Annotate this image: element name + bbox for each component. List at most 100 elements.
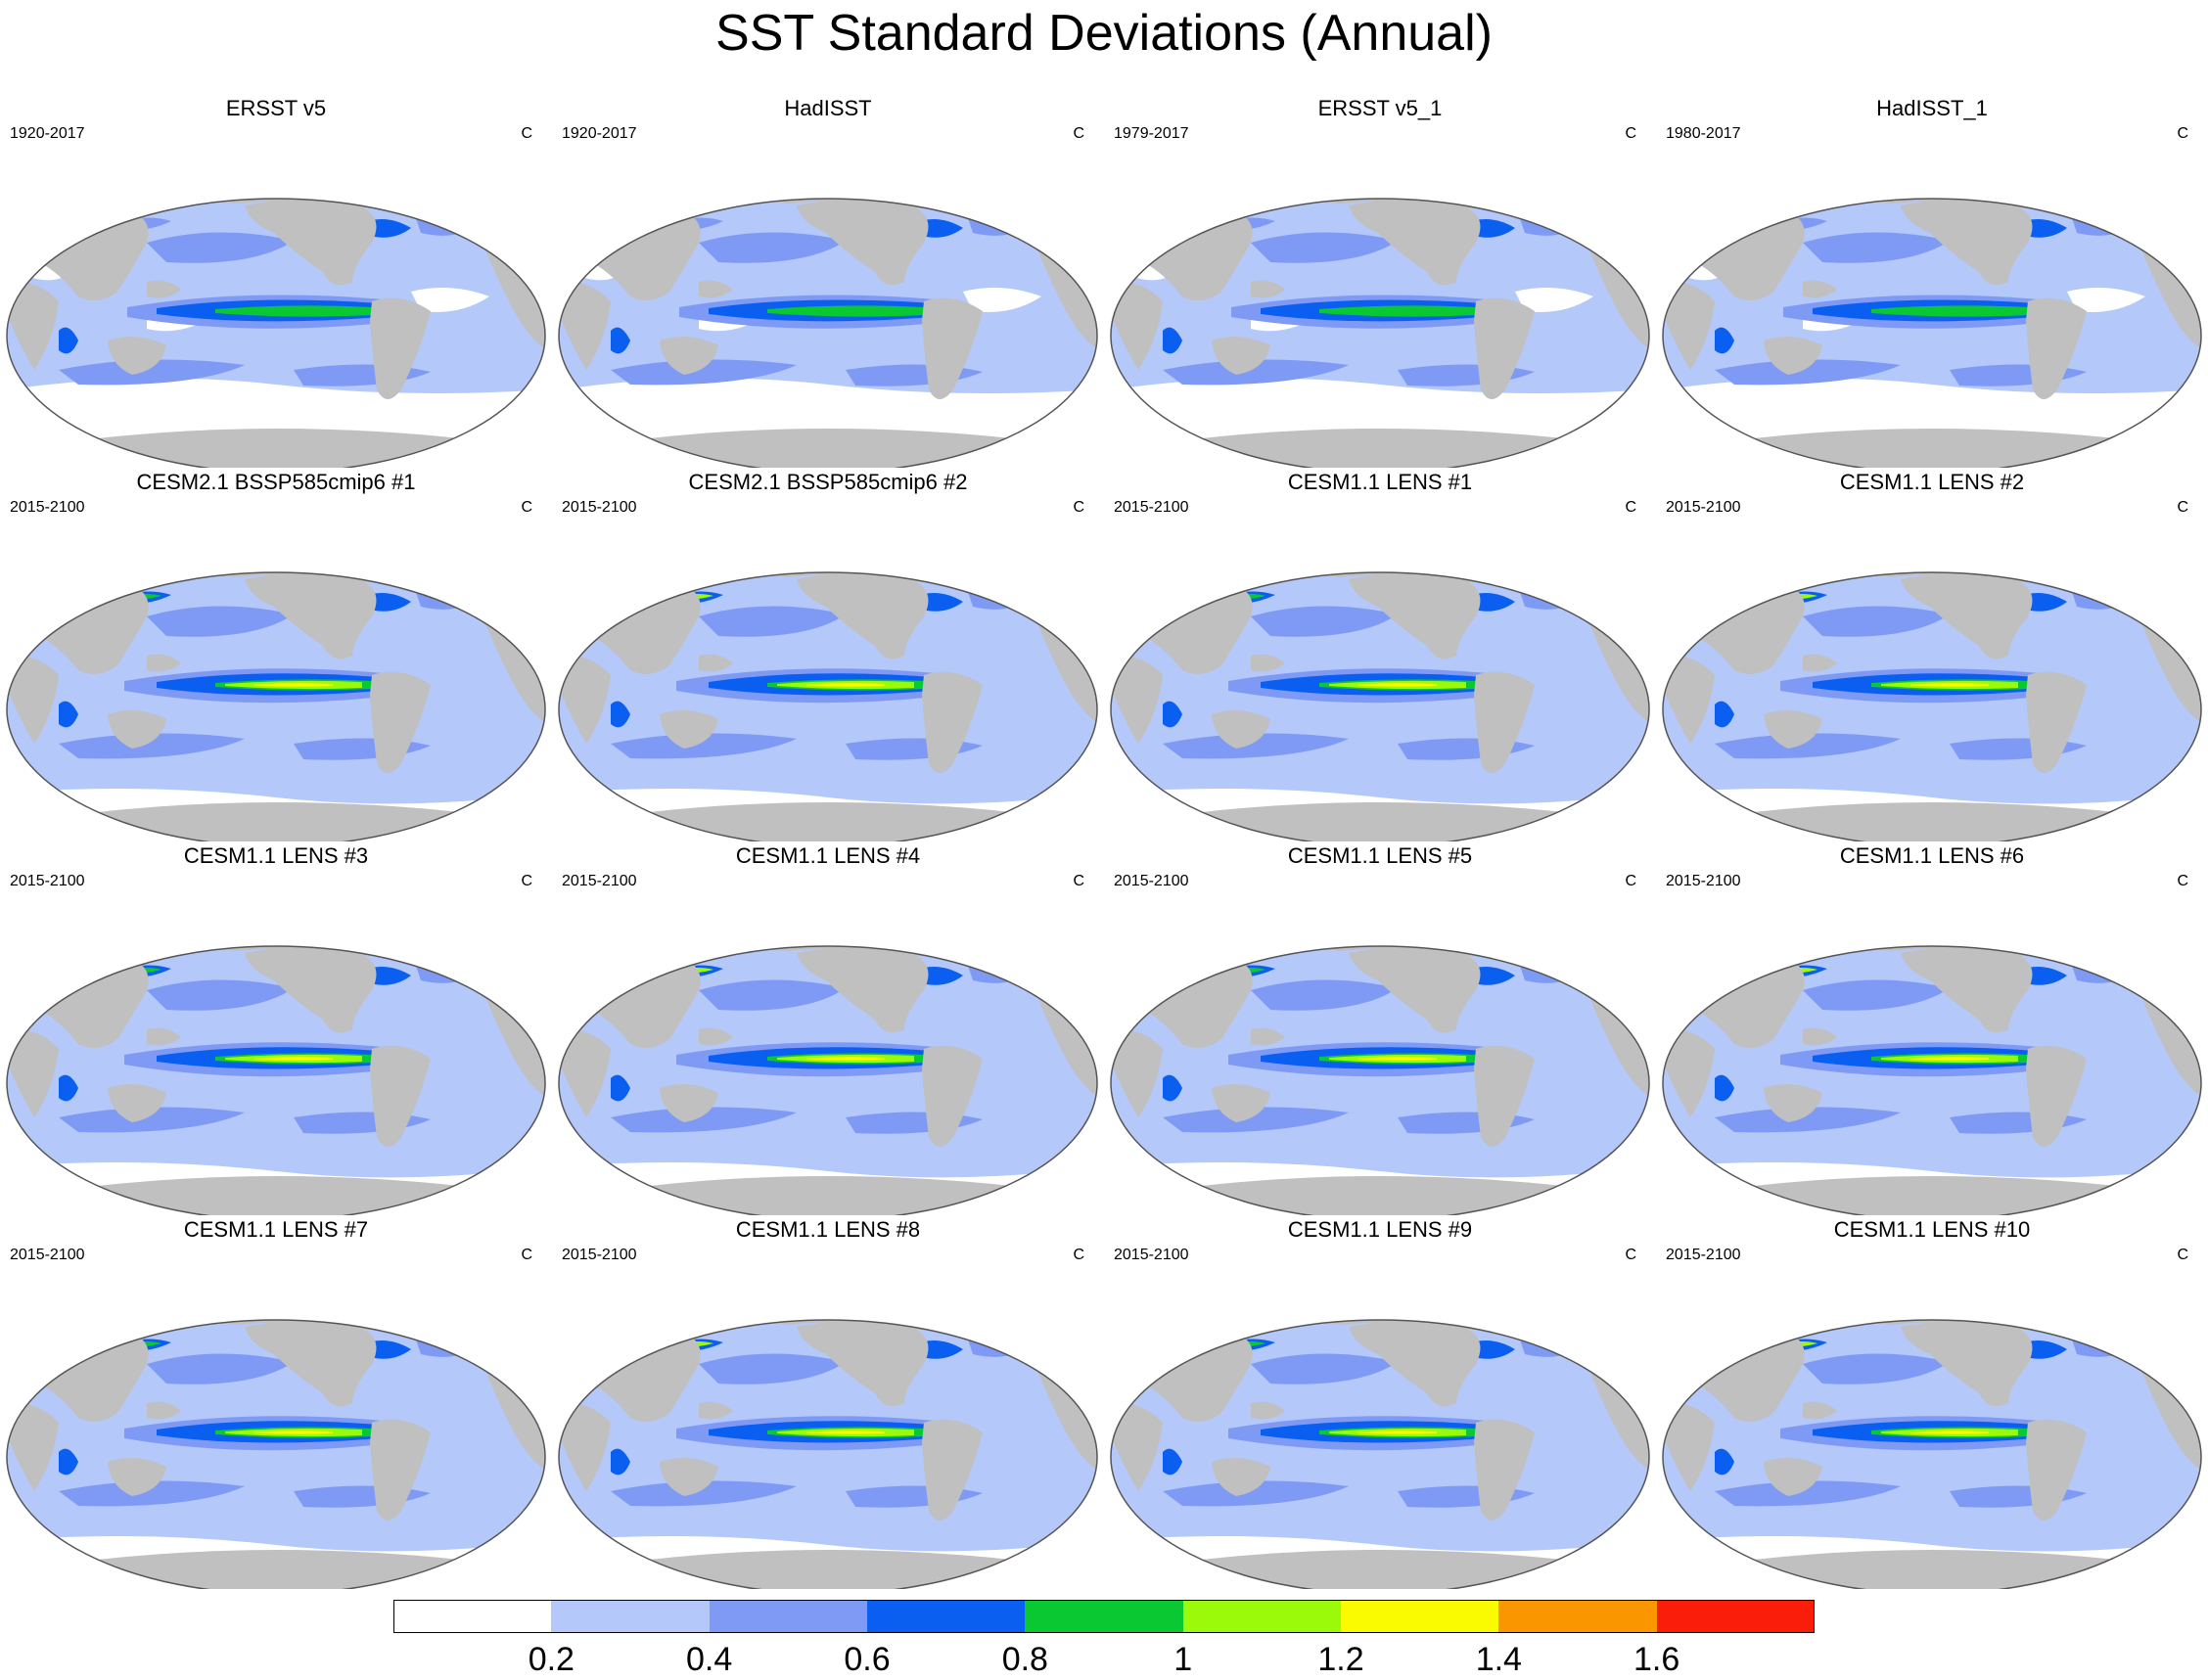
ocean bbox=[1663, 1320, 2201, 1589]
panel-title: CESM2.1 BSSP585cmip6 #2 bbox=[688, 470, 968, 494]
enso-region bbox=[254, 1430, 333, 1434]
enso-region bbox=[254, 1057, 333, 1061]
subpolar-region bbox=[421, 1320, 445, 1336]
low-sd-region bbox=[2067, 288, 2145, 312]
antarctica-land bbox=[1754, 429, 2116, 468]
enso-region bbox=[1871, 305, 2028, 317]
antarctica-land bbox=[650, 1550, 1012, 1589]
colorbar-swatch bbox=[709, 1600, 867, 1633]
map-outline bbox=[6, 198, 546, 468]
africa-land bbox=[562, 1028, 611, 1117]
map-outline bbox=[1110, 571, 1650, 841]
world-map bbox=[6, 571, 546, 841]
subpolar-region bbox=[1525, 946, 1549, 962]
panel-units: C bbox=[521, 125, 532, 142]
indian-ocean-region bbox=[611, 1074, 630, 1102]
variability-band bbox=[1715, 1107, 1901, 1133]
ocean bbox=[1111, 572, 1649, 841]
indian-ocean-region bbox=[1163, 701, 1182, 728]
north-america-land bbox=[245, 572, 377, 659]
subpolar-region bbox=[2077, 199, 2101, 214]
panel-years: 1920-2017 bbox=[10, 125, 85, 142]
world-map bbox=[6, 198, 546, 468]
maritime-continent-land bbox=[1803, 654, 1837, 672]
colorbar-swatch bbox=[1025, 1600, 1183, 1633]
variability-band bbox=[59, 359, 245, 386]
figure-title: SST Standard Deviations (Annual) bbox=[715, 5, 1493, 62]
ocean bbox=[7, 572, 545, 841]
colorbar-tick-label: 0.8 bbox=[1001, 1641, 1048, 1678]
map-panel: CESM1.1 LENS #1 2015-2100 C bbox=[1104, 470, 1656, 841]
north-america-land bbox=[1349, 946, 1481, 1033]
panel-title: CESM1.1 LENS #6 bbox=[1839, 843, 2025, 868]
australia-land bbox=[660, 1084, 718, 1122]
variability-band bbox=[699, 1353, 846, 1385]
africa-land bbox=[10, 281, 59, 370]
panel-units: C bbox=[1073, 1247, 1084, 1263]
world-map bbox=[1662, 945, 2202, 1215]
panel-title: CESM1.1 LENS #1 bbox=[1287, 470, 1473, 494]
south-america-land bbox=[370, 1419, 431, 1521]
subpolar-region bbox=[973, 572, 997, 588]
africa-land bbox=[562, 655, 611, 744]
world-map bbox=[1110, 571, 1650, 841]
panel-units: C bbox=[1625, 1247, 1636, 1263]
variability-band bbox=[59, 1107, 245, 1133]
north-america-land bbox=[1901, 1320, 2033, 1407]
enso-region bbox=[806, 1430, 885, 1434]
world-map bbox=[558, 1319, 1098, 1589]
variability-band bbox=[1715, 1480, 1901, 1507]
map-outline bbox=[558, 198, 1098, 468]
variability-band bbox=[1803, 606, 1950, 637]
panel-units: C bbox=[1073, 125, 1084, 142]
map-panel: HadISST_1 1980-2017 C bbox=[1656, 96, 2208, 468]
subpolar-region bbox=[2077, 1320, 2101, 1336]
panel-title: ERSST v5_1 bbox=[1317, 96, 1443, 120]
low-sd-region bbox=[963, 288, 1041, 312]
north-america-land bbox=[245, 946, 377, 1033]
australia-land bbox=[108, 1458, 166, 1496]
panel-title: HadISST bbox=[784, 96, 872, 120]
panel-title: HadISST_1 bbox=[1876, 96, 1988, 120]
panel-units: C bbox=[2177, 873, 2188, 889]
ocean bbox=[1111, 946, 1649, 1215]
africa-land bbox=[562, 281, 611, 370]
subpolar-region bbox=[421, 946, 445, 962]
variability-band bbox=[699, 232, 846, 263]
africa-land bbox=[1114, 655, 1163, 744]
south-america-land bbox=[922, 297, 983, 399]
colorbar-tick-label: 1.2 bbox=[1317, 1641, 1364, 1678]
antarctica-land bbox=[1202, 1176, 1564, 1215]
variability-band bbox=[1251, 606, 1398, 637]
north-america-land bbox=[245, 199, 377, 286]
panel-title: CESM1.1 LENS #9 bbox=[1287, 1217, 1473, 1242]
south-america-land bbox=[2026, 1419, 2087, 1521]
panel-years: 2015-2100 bbox=[10, 499, 85, 516]
maritime-continent-land bbox=[1251, 280, 1285, 298]
africa-land bbox=[10, 1028, 59, 1117]
world-map bbox=[6, 945, 546, 1215]
south-america-land bbox=[370, 297, 431, 399]
south-america-land bbox=[1474, 671, 1535, 773]
map-outline bbox=[6, 571, 546, 841]
indian-ocean-region bbox=[1163, 1448, 1182, 1476]
variability-band bbox=[699, 606, 846, 637]
colorbar-tick-label: 1.4 bbox=[1475, 1641, 1522, 1678]
variability-band bbox=[1251, 979, 1398, 1011]
panel-units: C bbox=[1625, 499, 1636, 516]
variability-band bbox=[59, 733, 245, 759]
world-map bbox=[558, 945, 1098, 1215]
world-map bbox=[1662, 571, 2202, 841]
enso-region bbox=[767, 305, 924, 317]
indian-ocean-region bbox=[1163, 1074, 1182, 1102]
world-map bbox=[1662, 1319, 2202, 1589]
variability-band bbox=[1803, 979, 1950, 1011]
south-america-land bbox=[922, 1419, 983, 1521]
ocean bbox=[559, 946, 1097, 1215]
maritime-continent-land bbox=[699, 280, 733, 298]
south-america-land bbox=[370, 1045, 431, 1147]
enso-region bbox=[1910, 1430, 1989, 1434]
north-america-land bbox=[797, 1320, 929, 1407]
panel-years: 2015-2100 bbox=[10, 873, 85, 889]
australia-land bbox=[1764, 1458, 1822, 1496]
